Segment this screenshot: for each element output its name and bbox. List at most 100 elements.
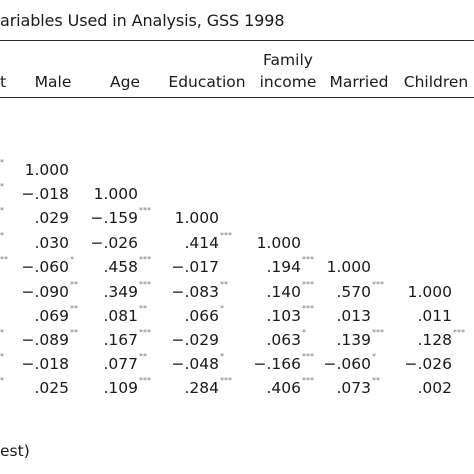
cell-value: 1.000 (407, 283, 452, 301)
column-header-married: Married (329, 73, 389, 91)
cell-value: −.166 *** (253, 352, 315, 373)
table-cell: −.083 ** (171, 280, 229, 301)
cell-value: .069 ** (34, 304, 78, 325)
left-edge-significance-mark: * (0, 376, 4, 385)
cell-value: .458 *** (103, 255, 151, 276)
table-cell: −.026 (405, 355, 453, 373)
column-header-education: Education (168, 73, 246, 91)
cell-value: −.017 (171, 258, 220, 276)
significance-mark: ** (70, 280, 78, 289)
table-cell: .458 *** (103, 255, 151, 276)
table-cell: .073 ** (336, 376, 380, 397)
left-edge-significance-mark: * (0, 206, 4, 215)
table-cell: −.060 * (21, 255, 75, 276)
cell-value: 1.000 (174, 209, 219, 227)
significance-mark: ** (70, 328, 78, 337)
cell-value: .081 ** (103, 304, 147, 325)
table-cell: −.060 * (323, 352, 377, 373)
table-cell: .140 *** (266, 280, 314, 301)
significance-mark: *** (302, 304, 314, 313)
top-rule (0, 40, 474, 41)
cell-value: 1.000 (326, 258, 371, 276)
cell-value: −.018 (21, 355, 70, 373)
table-cell: .570 *** (336, 280, 384, 301)
table-cell: −.048 * (171, 352, 225, 373)
table-cell: 1.000 (327, 258, 371, 276)
cell-value: .109 *** (103, 376, 151, 397)
column-header-male: Male (34, 73, 72, 91)
cell-value: .140 *** (266, 280, 314, 301)
cell-value: −.026 (404, 355, 453, 373)
cell-value: .063 * (266, 328, 306, 349)
cell-value: .570 *** (336, 280, 384, 301)
cell-value: −.060 * (323, 352, 377, 373)
table-cell: −.026 (91, 234, 139, 252)
cell-value: −.159 *** (90, 206, 152, 227)
table-cell: .063 * (266, 328, 306, 349)
significance-mark: *** (302, 255, 314, 264)
cell-value: .002 (417, 379, 452, 397)
significance-mark: *** (139, 328, 151, 337)
significance-mark: *** (302, 376, 314, 385)
cell-value: .030 (34, 234, 69, 252)
cell-value: .414 *** (184, 231, 232, 252)
left-edge-significance-mark: * (0, 328, 4, 337)
table-cell: .414 *** (184, 231, 232, 252)
cell-value: −.029 (171, 331, 220, 349)
table-cell: 1.000 (94, 185, 138, 203)
significance-mark: *** (139, 376, 151, 385)
cell-value: .349 *** (103, 280, 151, 301)
table-cell: .030 (34, 234, 69, 252)
left-edge-significance-mark: * (0, 182, 4, 191)
cell-value: −.089 ** (21, 328, 79, 349)
cell-value: −.060 * (21, 255, 75, 276)
table-cell: .284 *** (184, 376, 232, 397)
column-header-family-income-line1: Family (263, 51, 313, 69)
left-edge-significance-mark: * (0, 158, 4, 167)
cell-value: .139 *** (336, 328, 384, 349)
table-cell: .011 (417, 307, 452, 325)
significance-mark: ** (139, 352, 147, 361)
significance-mark: ** (139, 304, 147, 313)
table-cell: −.018 (22, 185, 70, 203)
table-footnote: est) (0, 442, 30, 460)
significance-mark: *** (372, 280, 384, 289)
table-cell: −.089 ** (21, 328, 79, 349)
table-cell: −.090 ** (22, 280, 79, 301)
significance-mark: ** (220, 280, 228, 289)
table-cell: .406 *** (266, 376, 314, 397)
significance-mark: *** (302, 280, 314, 289)
table-cell: −.029 (172, 331, 220, 349)
table-cell: 1.000 (25, 161, 69, 179)
table-cell: .167 *** (103, 328, 151, 349)
significance-mark: *** (220, 376, 232, 385)
table-cell: 1.000 (175, 209, 219, 227)
table-cell: .066 * (184, 304, 224, 325)
cell-value: .066 * (184, 304, 224, 325)
significance-mark: *** (220, 231, 232, 240)
table-cell: .002 (417, 379, 452, 397)
table-cell: −.159 *** (90, 206, 152, 227)
table-cell: .103 *** (266, 304, 314, 325)
significance-mark: * (372, 352, 376, 361)
table-cell: −.017 (172, 258, 220, 276)
table-cell: .194 *** (266, 255, 314, 276)
table-cell: .025 (34, 379, 69, 397)
table-cell: .128 *** (417, 328, 465, 349)
cell-value: −.083 ** (171, 280, 229, 301)
column-header-children: Children (403, 73, 469, 91)
cell-value: .013 (336, 307, 371, 325)
table-cell: .069 ** (34, 304, 78, 325)
significance-mark: * (302, 328, 306, 337)
column-header-family-income-line2: income (259, 73, 317, 91)
cell-value: 1.000 (256, 234, 301, 252)
table-cell: .029 (34, 209, 69, 227)
cell-value: .025 (34, 379, 69, 397)
cell-value: .128 *** (417, 328, 465, 349)
left-edge-significance-mark: * (0, 352, 4, 361)
cell-value: −.048 * (171, 352, 225, 373)
table-cell: .139 *** (336, 328, 384, 349)
table-cell: .013 (336, 307, 371, 325)
cell-value: −.018 (21, 185, 70, 203)
table-title: ariables Used in Analysis, GSS 1998 (0, 11, 285, 30)
